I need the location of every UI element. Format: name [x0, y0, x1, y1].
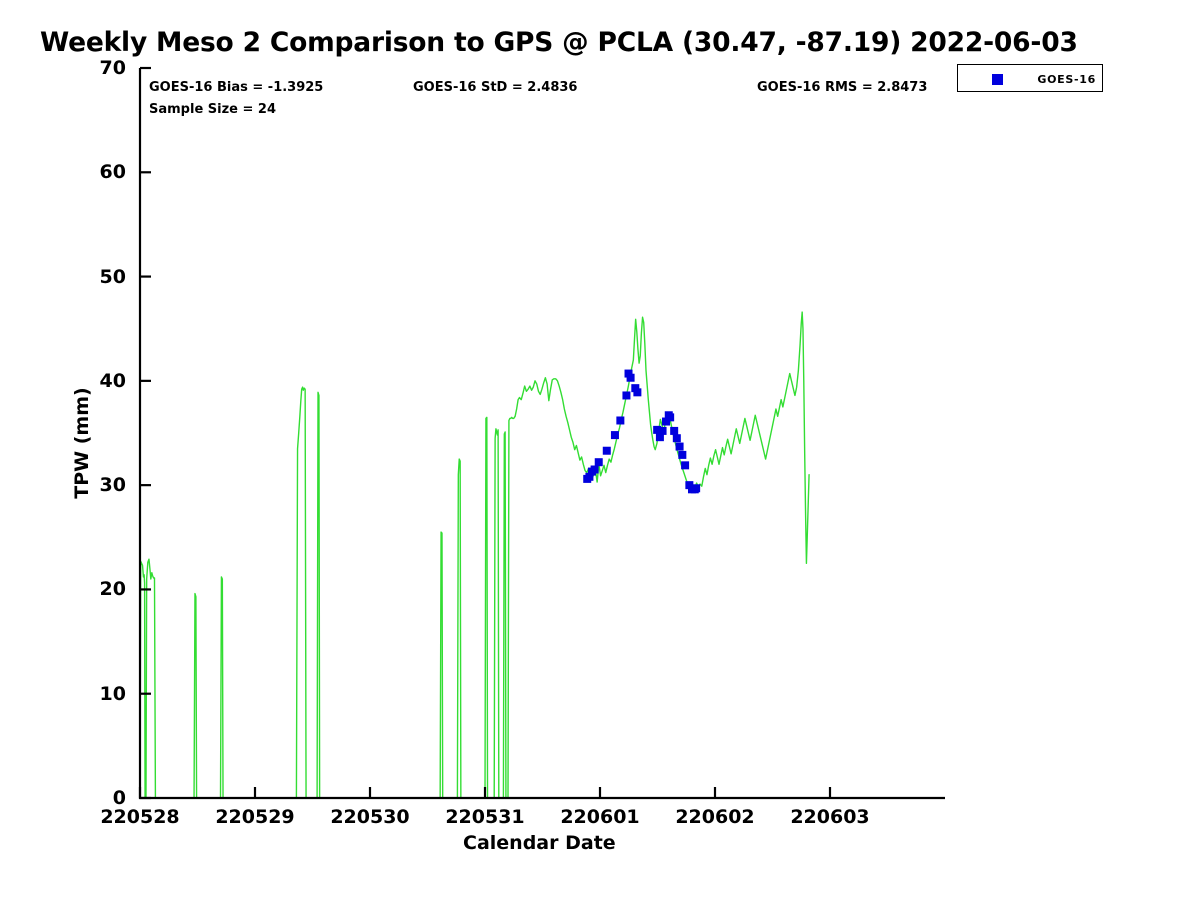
scatter-marker: [653, 425, 662, 434]
scatter-marker: [602, 446, 611, 455]
axis-spines: [138, 68, 945, 800]
scatter-marker: [594, 458, 603, 467]
legend-label-goes16: GOES-16: [1037, 73, 1096, 86]
legend-marker-goes16: [992, 74, 1003, 85]
stat-sample-size-label: Sample Size = 24: [149, 102, 277, 117]
scatter-marker: [681, 461, 690, 470]
scatter-marker: [616, 416, 625, 425]
scatter-marker: [610, 431, 619, 440]
scatter-marker: [624, 369, 633, 378]
x-tick-label: 220603: [790, 806, 870, 828]
scatter-marker: [672, 434, 681, 443]
scatter-marker: [678, 450, 687, 459]
series-layer: [139, 311, 810, 799]
x-tick-label: 220528: [100, 806, 180, 828]
y-tick-label: 40: [99, 369, 126, 392]
y-tick-label: 30: [99, 474, 126, 497]
y-tick-label: 10: [99, 682, 126, 705]
scatter-marker: [633, 388, 642, 397]
scatter-marker: [585, 472, 594, 481]
scatter-marker: [670, 426, 679, 435]
y-axis-title: TPW (mm): [71, 387, 93, 499]
y-tick-label: 60: [99, 161, 126, 184]
scatter-marker: [631, 384, 640, 393]
legend: GOES-16: [957, 64, 1103, 92]
scatter-marker: [655, 433, 664, 442]
stat-rms-label: GOES-16 RMS = 2.8473: [757, 80, 928, 95]
scatter-marker: [626, 373, 635, 382]
stat-std-label: GOES-16 StD = 2.4836: [413, 80, 578, 95]
y-tick-label: 20: [99, 578, 126, 601]
y-tick-label: 70: [99, 57, 126, 79]
x-tick-label: 220530: [330, 806, 410, 828]
x-tick-label: 220601: [560, 806, 640, 828]
y-tick-label: 0: [112, 787, 126, 809]
scatter-marker: [662, 417, 671, 426]
axes-layer: [138, 66, 945, 800]
scatter-marker: [692, 484, 701, 493]
page-title: Weekly Meso 2 Comparison to GPS @ PCLA (…: [40, 27, 1078, 58]
x-axis-title: Calendar Date: [463, 832, 616, 854]
scatter-marker: [675, 442, 684, 451]
scatter-marker: [666, 413, 675, 422]
x-tick-label: 220531: [445, 806, 525, 828]
y-tick-label: 50: [99, 265, 126, 288]
series-scatter-goes16: [583, 369, 701, 494]
stat-bias-label: GOES-16 Bias = -1.3925: [149, 80, 324, 95]
scatter-marker: [658, 426, 667, 435]
x-tick-label: 220602: [675, 806, 755, 828]
x-tick-label: 220529: [215, 806, 295, 828]
scatter-marker: [622, 391, 631, 400]
series-line-gps: [139, 311, 810, 799]
scatter-marker: [685, 481, 694, 490]
scatter-marker: [590, 465, 599, 474]
